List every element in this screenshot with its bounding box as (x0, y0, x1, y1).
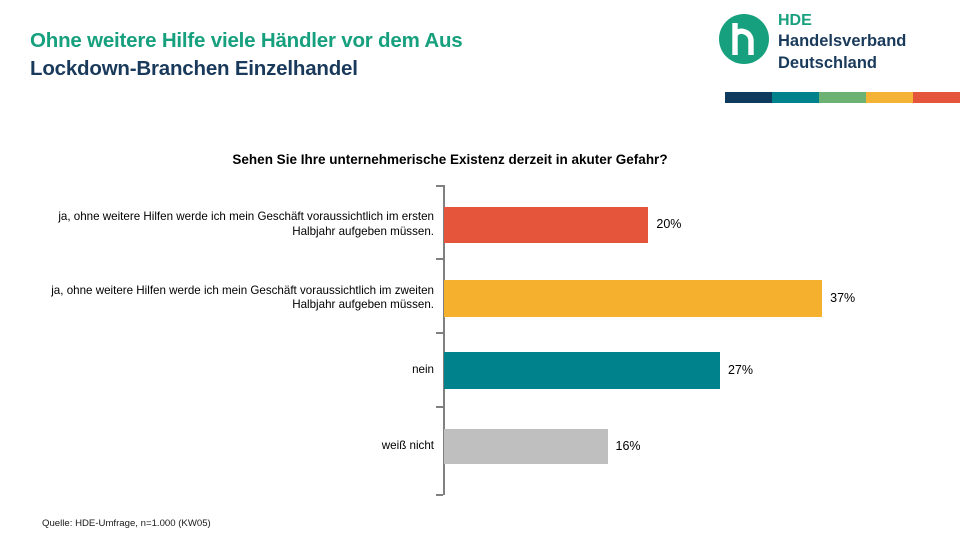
chart-container: Sehen Sie Ihre unternehmerische Existenz… (0, 110, 960, 510)
hde-logo-text: HDE Handelsverband Deutschland (778, 10, 906, 75)
brand-color-swatch-2 (772, 92, 819, 103)
brand-color-swatch-1 (725, 92, 772, 103)
axis-tick (436, 185, 443, 187)
axis-tick (436, 406, 443, 408)
brand-color-swatch-4 (866, 92, 913, 103)
brand-color-bar (725, 92, 960, 103)
chart-title: Sehen Sie Ihre unternehmerische Existenz… (232, 152, 668, 167)
hde-logo-icon (718, 13, 770, 65)
chart-bar-row: weiß nicht 16% (0, 406, 960, 479)
axis-tick (436, 332, 443, 334)
chart-plot-area: ja, ohne weitere Hilfen werde ich mein G… (0, 110, 960, 510)
title-block: Ohne weitere Hilfe viele Händler vor dem… (30, 28, 463, 81)
logo-line-two: Handelsverband (778, 32, 907, 51)
axis-tick (436, 258, 443, 260)
page-header: Ohne weitere Hilfe viele Händler vor dem… (0, 0, 960, 110)
chart-bar (444, 352, 720, 389)
chart-bar (444, 207, 649, 243)
page-title: Ohne weitere Hilfe viele Händler vor dem… (30, 29, 463, 52)
bar-value-label: 37% (830, 290, 856, 305)
chart-bar-row: ja, ohne weitere Hilfen werde ich mein G… (0, 258, 960, 331)
bar-value-label: 20% (656, 217, 682, 231)
hde-logo: HDE Handelsverband Deutschland (718, 10, 960, 105)
bar-category-label: weiß nicht (381, 439, 434, 453)
chart-bar-row: ja, ohne weitere Hilfen werde ich mein G… (0, 185, 960, 258)
chart-bar (444, 429, 608, 464)
chart-bar (444, 280, 823, 317)
logo-line-three: Deutschland (778, 53, 878, 72)
bar-category-label: ja, ohne weitere Hilfen werde ich mein G… (51, 283, 434, 312)
bar-category-label: nein (412, 363, 434, 377)
bar-value-label: 16% (615, 438, 641, 453)
bar-value-label: 27% (727, 362, 753, 377)
brand-color-swatch-3 (819, 92, 866, 103)
chart-bar-row: nein 27% (0, 332, 960, 405)
category-axis (443, 185, 445, 495)
source-note: Quelle: HDE-Umfrage, n=1.000 (KW05) (42, 518, 211, 529)
brand-color-swatch-5 (913, 92, 960, 103)
page-subtitle: Lockdown-Branchen Einzelhandel (30, 57, 358, 80)
logo-line-hde: HDE (778, 12, 812, 29)
bar-category-label: ja, ohne weitere Hilfen werde ich mein G… (58, 210, 434, 238)
axis-tick-end (436, 494, 443, 496)
